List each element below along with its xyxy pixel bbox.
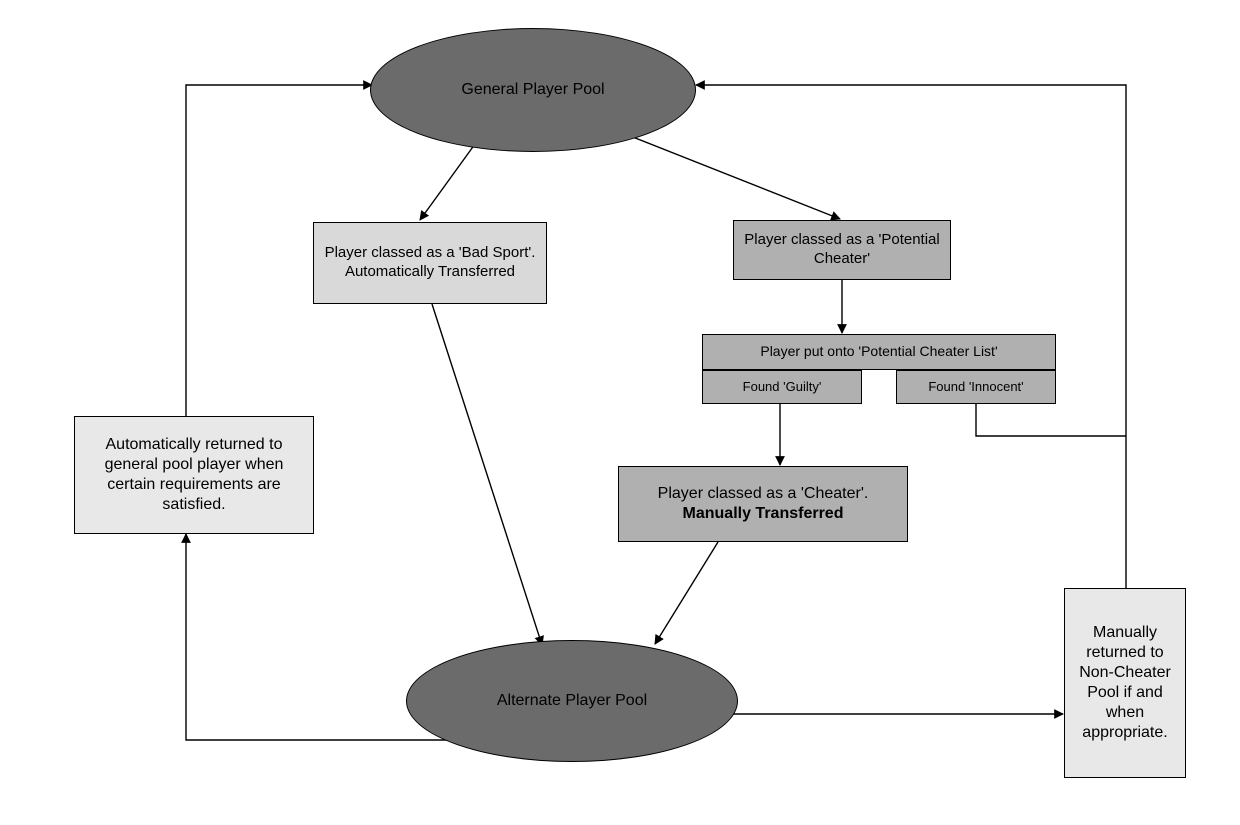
- node-label: Player classed as a 'Potential Cheater': [742, 231, 942, 269]
- node-alternate-player-pool: Alternate Player Pool: [406, 640, 738, 762]
- edge-innocent_to_up: [976, 404, 1126, 436]
- node-label: Player classed as a 'Bad Sport'. Automat…: [322, 244, 538, 282]
- node-label: Alternate Player Pool: [497, 691, 647, 711]
- edge-gp_to_pc: [620, 132, 840, 219]
- node-potential-cheater-list: Player put onto 'Potential Cheater List': [702, 334, 1056, 370]
- edge-bad_to_alt: [432, 304, 542, 645]
- flowchart-canvas: General Player Pool Player classed as a …: [0, 0, 1240, 825]
- node-auto-return: Automatically returned to general pool p…: [74, 416, 314, 534]
- node-label: Manually returned to Non-Cheater Pool if…: [1073, 623, 1177, 743]
- node-cheater: Player classed as a 'Cheater'.Manually T…: [618, 466, 908, 542]
- node-label: Found 'Innocent': [928, 379, 1023, 395]
- edge-gp_to_bad: [420, 144, 475, 220]
- node-found-innocent: Found 'Innocent': [896, 370, 1056, 404]
- node-label: Found 'Guilty': [743, 379, 822, 395]
- node-label: Automatically returned to general pool p…: [83, 435, 305, 515]
- node-label: General Player Pool: [461, 80, 604, 100]
- edge-cheater_to_alt: [655, 542, 718, 644]
- node-bad-sport: Player classed as a 'Bad Sport'. Automat…: [313, 222, 547, 304]
- node-potential-cheater: Player classed as a 'Potential Cheater': [733, 220, 951, 280]
- node-general-player-pool: General Player Pool: [370, 28, 696, 152]
- node-found-guilty: Found 'Guilty': [702, 370, 862, 404]
- node-manual-return: Manually returned to Non-Cheater Pool if…: [1064, 588, 1186, 778]
- node-label: Player classed as a 'Cheater'.Manually T…: [658, 484, 869, 524]
- node-label: Player put onto 'Potential Cheater List': [760, 343, 997, 361]
